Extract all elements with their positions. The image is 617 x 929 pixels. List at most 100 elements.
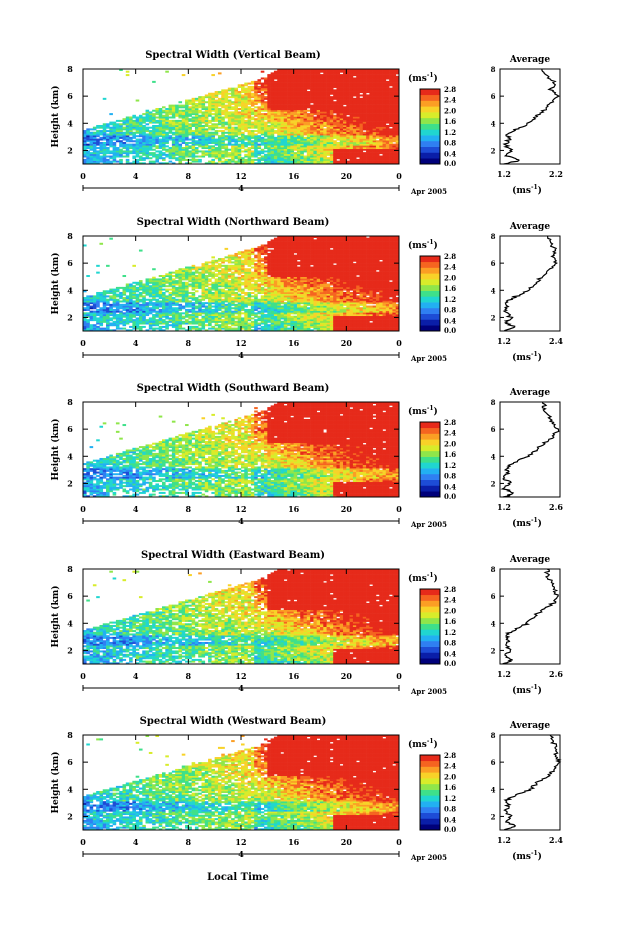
heatmap-cell	[254, 135, 258, 138]
heatmap-cell	[329, 82, 334, 85]
heatmap-cell	[237, 119, 242, 122]
heatmap-cell	[359, 123, 364, 126]
heatmap-cell	[333, 157, 337, 160]
heatmap-cell	[333, 135, 337, 138]
heatmap-cell	[152, 119, 156, 122]
heatmap-cell	[264, 158, 268, 161]
heatmap-cell	[214, 152, 219, 155]
heatmap-cell	[231, 158, 235, 161]
heatmap-cell	[171, 136, 176, 139]
heatmap-cell	[106, 143, 110, 146]
heatmap-cell	[244, 155, 248, 158]
heatmap-cell	[306, 123, 311, 126]
heatmap-cell	[303, 113, 308, 116]
heatmap-cell	[231, 101, 235, 104]
heatmap-cell	[257, 131, 262, 134]
heatmap-cell	[185, 102, 189, 105]
heatmap-cell	[125, 135, 130, 138]
heatmap-cell	[264, 113, 268, 116]
heatmap-cell	[234, 96, 239, 99]
heatmap-cell	[264, 77, 268, 80]
heatmap-cell	[326, 119, 331, 122]
heatmap-cell	[92, 126, 97, 129]
heatmap-cell	[217, 141, 222, 144]
heatmap-cell	[313, 87, 318, 90]
heatmap-cell	[320, 140, 324, 143]
heatmap-cell	[316, 135, 321, 138]
heatmap-cell	[185, 148, 189, 151]
heatmap-cell	[175, 108, 179, 111]
heatmap-cell	[155, 278, 160, 281]
heatmap-cell	[211, 271, 215, 274]
heatmap-cell	[214, 111, 219, 114]
heatmap-cell	[293, 84, 298, 87]
heatmap-cell	[135, 145, 140, 148]
heatmap-cell	[326, 79, 331, 82]
heatmap-cell	[208, 102, 212, 105]
heatmap-cell	[231, 153, 235, 156]
heatmap-cell	[224, 104, 229, 107]
heatmap-cell	[201, 131, 206, 134]
heatmap-cell	[333, 130, 337, 133]
heatmap-cell	[135, 131, 140, 134]
heatmap-cell	[303, 160, 308, 163]
heatmap-cell	[362, 131, 367, 134]
heatmap-cell	[283, 133, 288, 136]
heatmap-cell	[293, 89, 298, 92]
heatmap-cell	[320, 101, 324, 104]
heatmap-cell	[250, 89, 255, 92]
heatmap-cell	[323, 131, 327, 134]
heatmap-cell	[329, 138, 334, 141]
heatmap-cell	[214, 157, 219, 160]
heatmap-cell	[227, 111, 232, 114]
heatmap-cell	[148, 141, 153, 144]
heatmap-cell	[270, 121, 275, 124]
heatmap-cell	[300, 116, 304, 119]
y-tick-label: 4	[67, 118, 73, 128]
heatmap-cell	[211, 135, 215, 138]
heatmap-cell	[102, 126, 107, 129]
heatmap-cell	[152, 116, 156, 119]
heatmap-cell	[148, 133, 153, 136]
heatmap-cell	[188, 308, 192, 311]
heatmap-cell	[320, 77, 324, 80]
heatmap-cell	[135, 128, 140, 131]
heatmap-cell	[310, 119, 314, 122]
heatmap-cell	[392, 143, 397, 146]
heatmap-cell	[320, 89, 324, 92]
heatmap-cell	[280, 108, 285, 111]
heatmap-cell	[217, 119, 222, 122]
heatmap-cell	[201, 108, 206, 111]
heatmap-cell	[135, 119, 140, 122]
heatmap-cell	[244, 87, 248, 90]
heatmap-cell	[204, 141, 209, 144]
heatmap-cell	[277, 109, 281, 112]
heatmap-cell	[208, 124, 212, 127]
heatmap-cell	[152, 80, 156, 83]
heatmap-cell	[208, 152, 212, 155]
heatmap-cell	[270, 162, 275, 165]
heatmap-cell	[194, 143, 199, 146]
heatmap-cell	[83, 140, 87, 143]
heatmap-cell	[224, 89, 229, 92]
heatmap-cell	[270, 97, 275, 100]
heatmap-cell	[273, 108, 278, 111]
heatmap-cell	[148, 121, 153, 124]
heatmap-cell	[306, 140, 311, 143]
heatmap-cell	[106, 160, 110, 163]
heatmap-cell	[283, 162, 288, 165]
heatmap-cell	[155, 113, 160, 116]
heatmap-cell	[83, 131, 87, 134]
heatmap-cell	[273, 157, 278, 160]
heatmap-cell	[247, 123, 252, 126]
heatmap-cell	[135, 143, 140, 146]
heatmap-cell	[201, 135, 206, 138]
heatmap-cell	[290, 116, 294, 119]
heatmap-cell	[191, 325, 196, 328]
heatmap-cell	[231, 113, 235, 116]
heatmap-cell	[389, 123, 393, 126]
heatmap-cell	[379, 87, 383, 90]
heatmap-cell	[323, 114, 327, 117]
heatmap-cell	[201, 308, 206, 311]
heatmap-cell	[102, 153, 107, 156]
